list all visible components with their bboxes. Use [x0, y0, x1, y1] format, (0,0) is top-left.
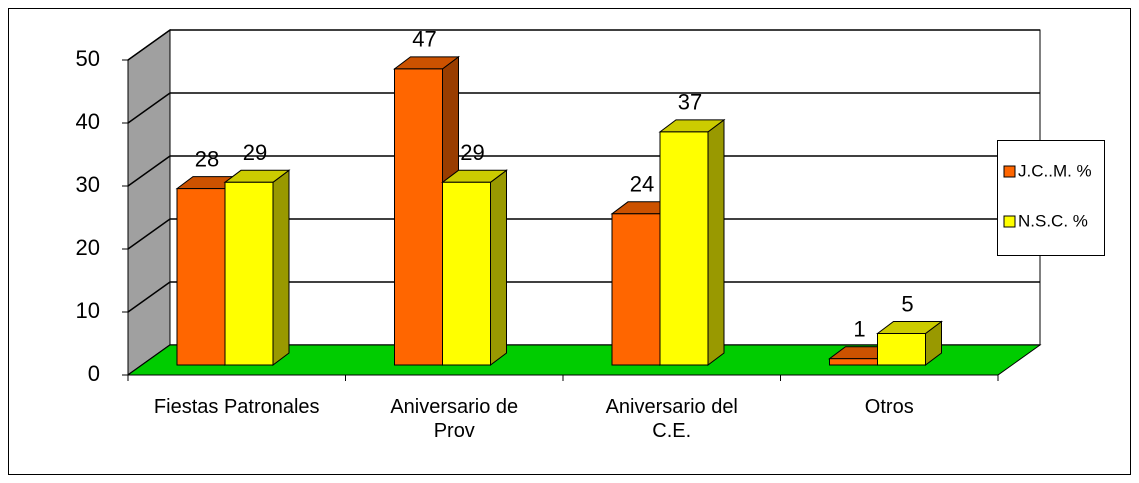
y-tick-label: 20 — [76, 235, 100, 260]
x-tick-label: Otros — [864, 396, 914, 418]
bar — [442, 181, 491, 366]
y-tick-label: 30 — [76, 172, 100, 197]
legend-label: N.S.C. % — [1018, 211, 1088, 230]
x-tick-label: Aniversario de Prov — [390, 396, 519, 442]
bar — [176, 188, 226, 366]
grid-line — [127, 218, 1040, 250]
x-tick-label: Aniversario del C.E. — [605, 396, 738, 442]
value-label: 37 — [678, 90, 702, 115]
bar — [611, 213, 661, 366]
value-label: 29 — [243, 140, 267, 165]
x-tick-label: Fiestas Patronales — [153, 396, 320, 418]
side-wall — [127, 29, 171, 376]
grid-line — [127, 281, 1040, 313]
grid-line — [127, 92, 1040, 124]
value-label: 47 — [412, 27, 436, 52]
bar — [224, 181, 274, 366]
value-label: 29 — [460, 140, 484, 165]
bar-side — [490, 169, 507, 366]
legend-swatch — [1003, 165, 1016, 178]
y-tick-label: 0 — [88, 361, 100, 386]
y-tick-label: 50 — [76, 46, 100, 71]
value-label: 28 — [195, 146, 219, 171]
y-tick-label: 40 — [76, 109, 100, 134]
bar — [659, 131, 709, 366]
value-label: 1 — [853, 317, 865, 342]
bar-side — [272, 169, 290, 366]
grid-line — [127, 29, 1040, 61]
grid-line — [127, 155, 1040, 187]
y-tick-label: 10 — [76, 298, 100, 323]
legend-label: J.C..M. % — [1018, 161, 1092, 180]
bar — [829, 358, 878, 366]
value-label: 5 — [901, 291, 913, 316]
bar — [877, 333, 926, 366]
legend — [997, 140, 1105, 256]
bar-side — [707, 118, 725, 366]
value-label: 24 — [630, 172, 654, 197]
legend-swatch — [1003, 215, 1016, 228]
bar — [394, 68, 443, 366]
